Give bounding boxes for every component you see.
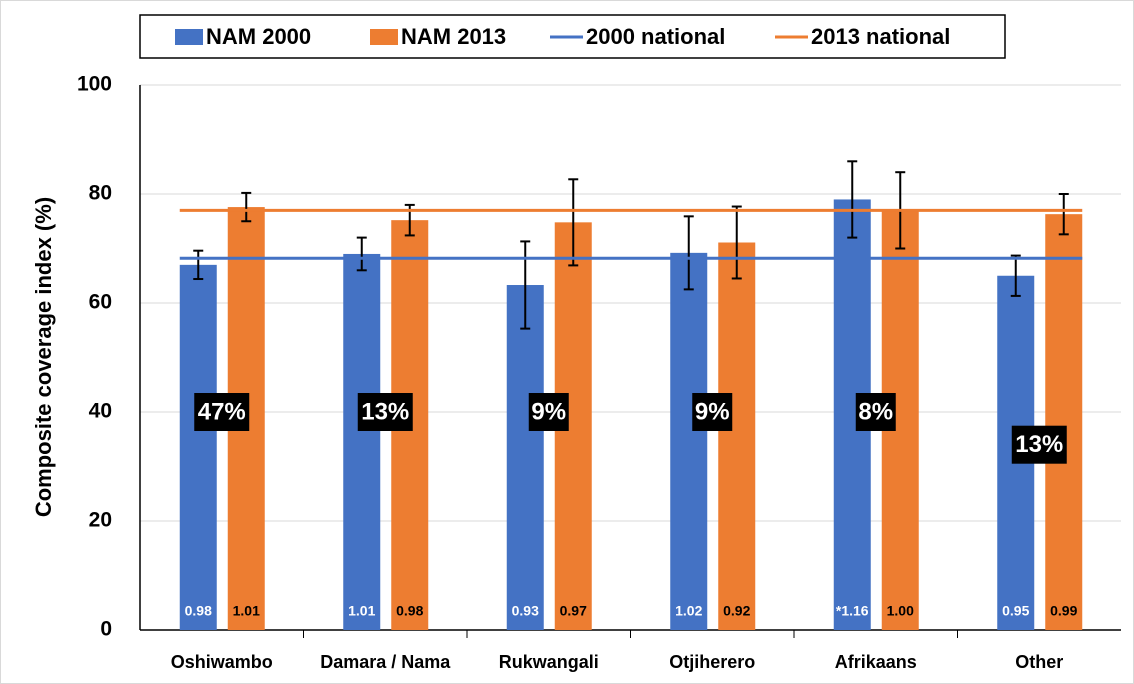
x-tick-label: Afrikaans xyxy=(835,652,917,672)
y-tick-label: 100 xyxy=(77,73,112,96)
y-tick-label: 0 xyxy=(100,618,112,641)
legend-label: 2000 national xyxy=(586,24,725,49)
bar xyxy=(179,264,217,630)
bar xyxy=(343,253,381,630)
y-tick-label: 40 xyxy=(89,400,112,423)
bar xyxy=(718,242,756,630)
x-tick-label: Other xyxy=(1015,652,1063,672)
y-axis-label: Composite coverage index (%) xyxy=(31,197,56,517)
bottom-label: 0.92 xyxy=(723,603,750,619)
legend-label: 2013 national xyxy=(811,24,950,49)
share-box xyxy=(194,393,250,431)
x-tick-label: Otjiherero xyxy=(669,652,755,672)
share-label: 9% xyxy=(531,398,566,425)
bottom-label: *1.16 xyxy=(836,603,869,619)
legend-label: NAM 2013 xyxy=(401,24,506,49)
bottom-label: 1.00 xyxy=(887,603,914,619)
bottom-label: 0.97 xyxy=(560,603,587,619)
x-tick-label: Damara / Nama xyxy=(320,652,451,672)
share-box xyxy=(692,393,733,431)
share-label: 9% xyxy=(695,398,730,425)
bottom-label: 0.93 xyxy=(512,603,539,619)
share-box xyxy=(357,393,413,431)
bottom-label: 1.01 xyxy=(233,603,260,619)
legend-swatch xyxy=(175,29,203,45)
bottom-label: 0.95 xyxy=(1002,603,1029,619)
share-box xyxy=(855,393,896,431)
share-label: 13% xyxy=(1015,431,1063,458)
bottom-label: 0.98 xyxy=(396,603,423,619)
bottom-label: 1.01 xyxy=(348,603,375,619)
y-tick-label: 20 xyxy=(89,509,112,532)
x-tick-label: Rukwangali xyxy=(499,652,599,672)
legend-label: NAM 2000 xyxy=(206,24,311,49)
x-tick-label: Oshiwambo xyxy=(171,652,273,672)
bottom-label: 0.98 xyxy=(185,603,212,619)
share-label: 8% xyxy=(858,398,893,425)
share-box xyxy=(528,393,569,431)
bottom-label: 1.02 xyxy=(675,603,702,619)
share-label: 13% xyxy=(361,398,409,425)
share-label: 47% xyxy=(198,398,246,425)
bar xyxy=(506,285,544,630)
legend-swatch xyxy=(370,29,398,45)
bar xyxy=(1045,214,1083,631)
bar xyxy=(670,252,708,631)
y-tick-label: 60 xyxy=(89,291,112,314)
y-tick-label: 80 xyxy=(89,182,112,205)
bottom-label: 0.99 xyxy=(1050,603,1077,619)
share-box xyxy=(1011,425,1067,464)
